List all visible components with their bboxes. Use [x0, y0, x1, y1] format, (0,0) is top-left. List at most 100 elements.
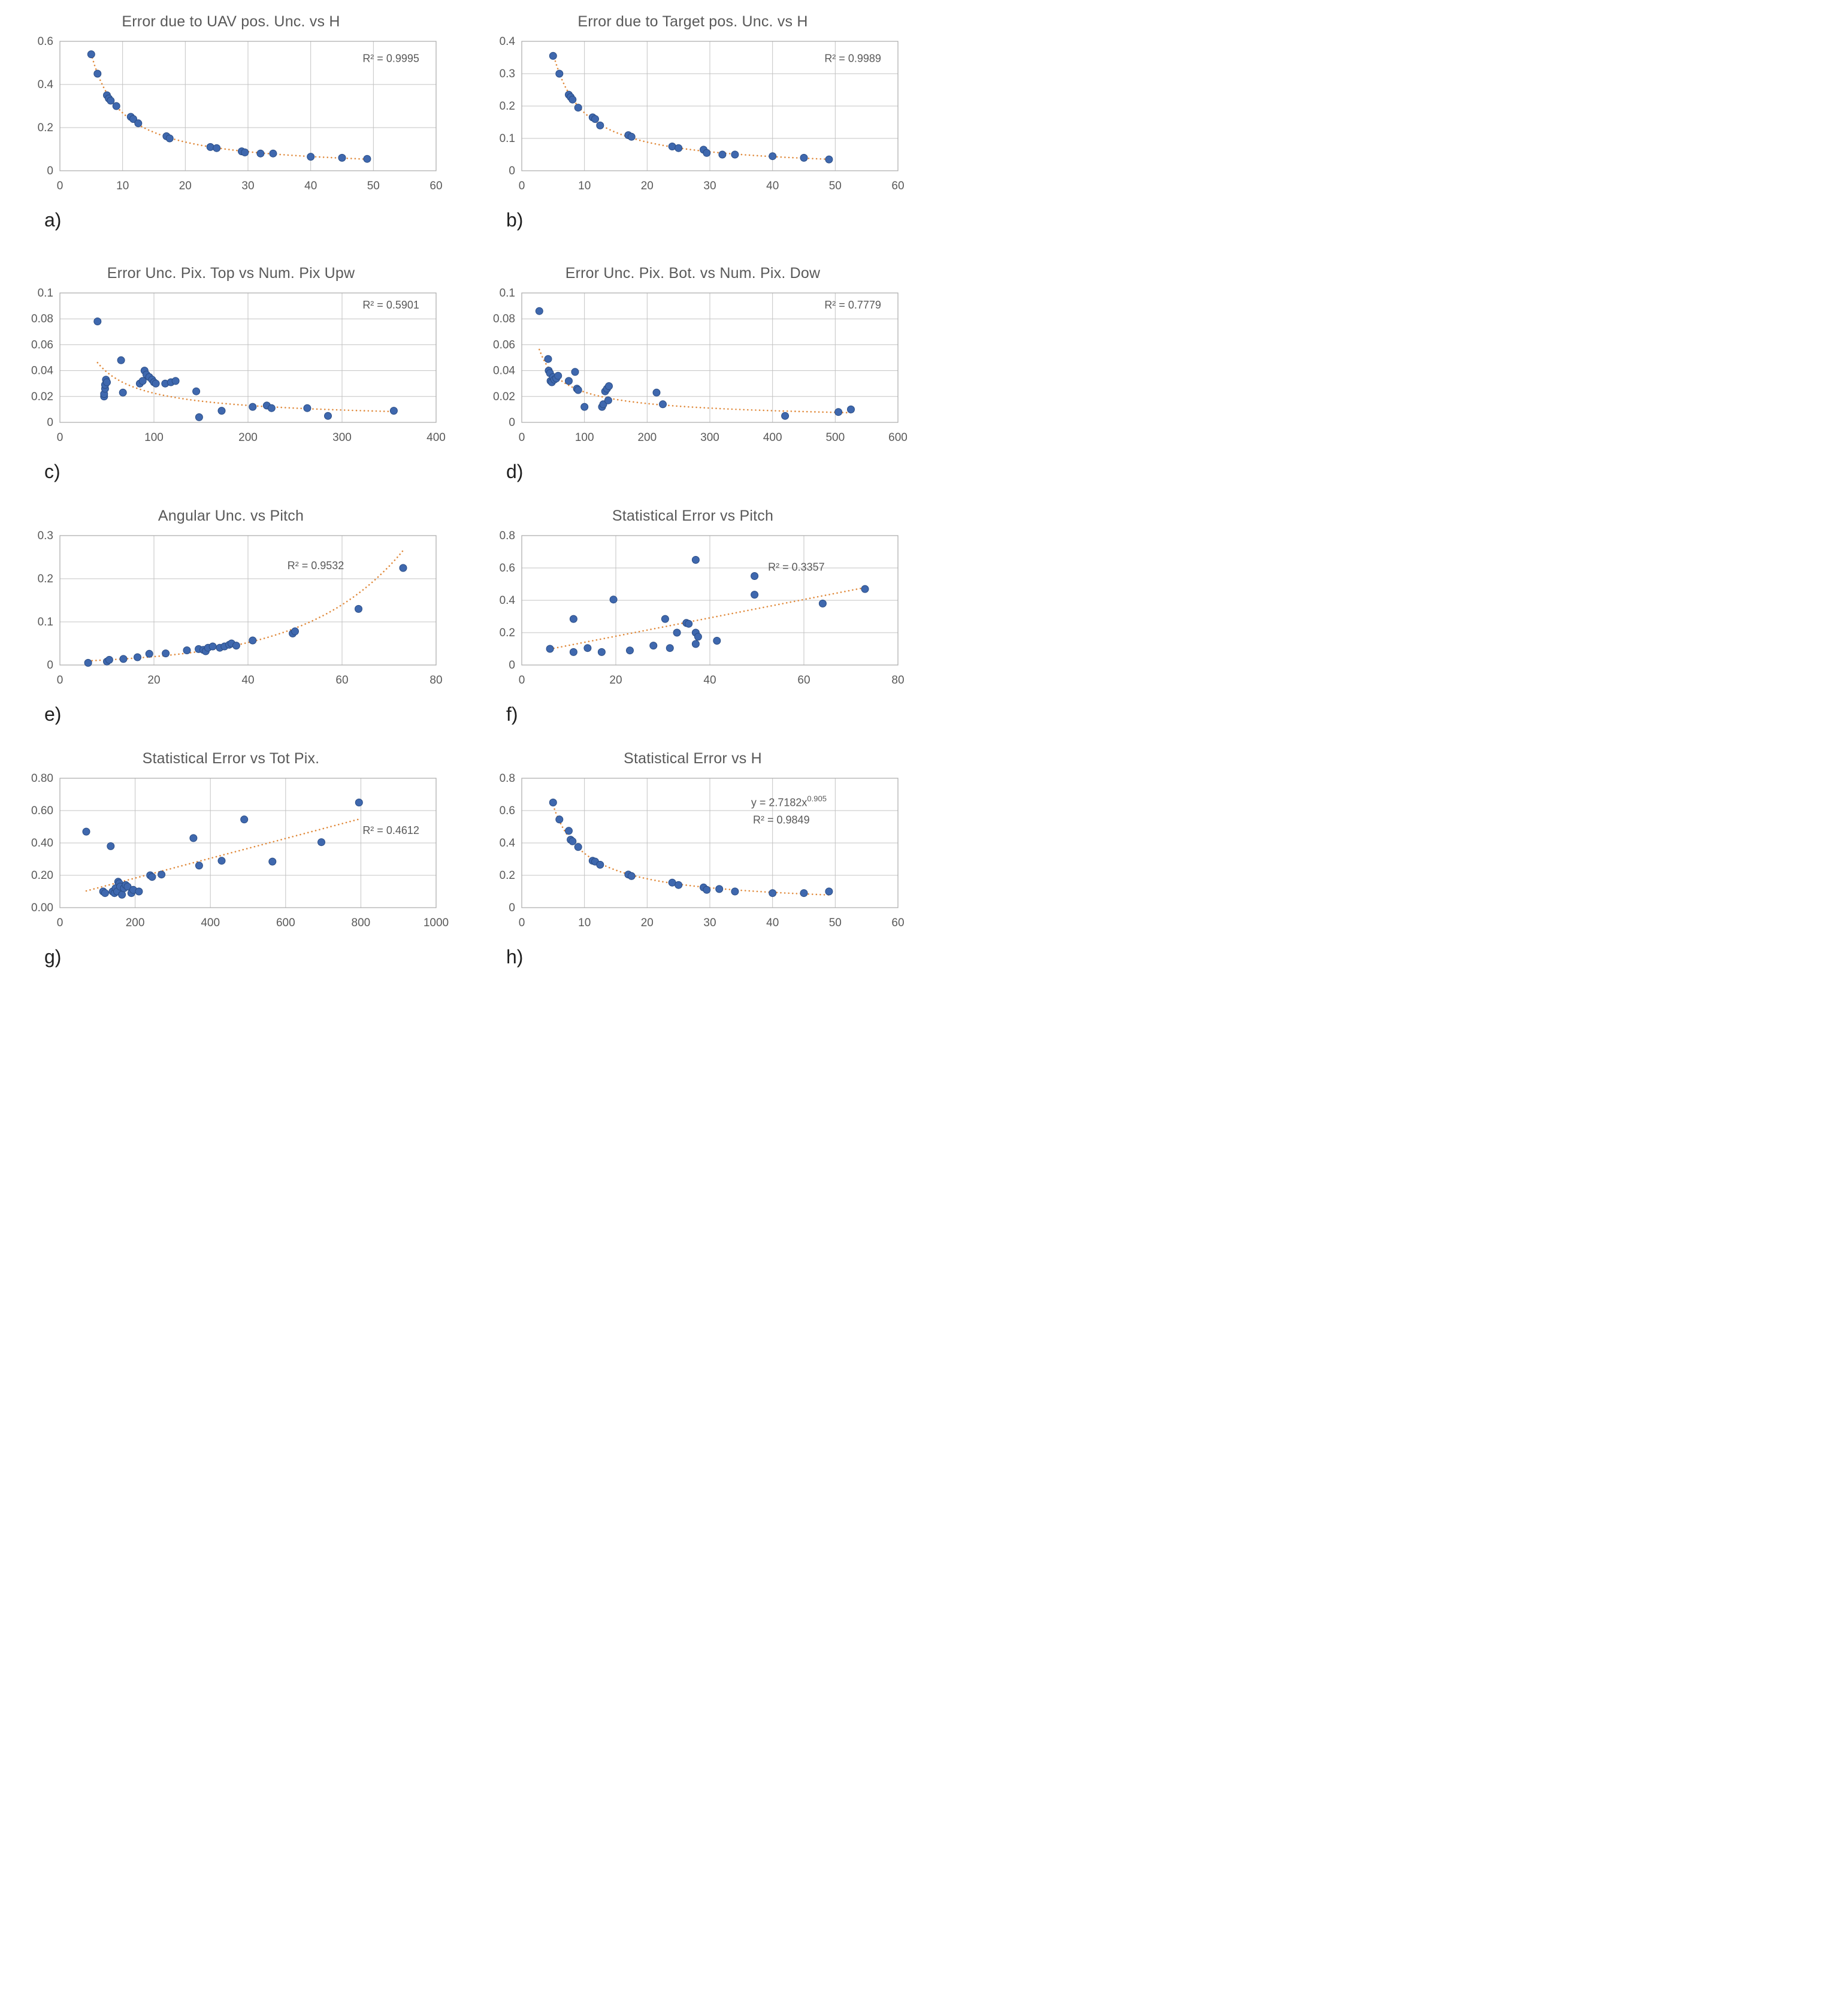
- x-tick-label: 0: [518, 674, 525, 687]
- data-point: [84, 658, 92, 667]
- x-tick-label: 40: [241, 674, 254, 687]
- data-point: [291, 627, 299, 636]
- trendline: [96, 362, 395, 413]
- data-point: [119, 655, 127, 663]
- x-tick-label: 50: [828, 917, 841, 929]
- chart-panel-c: Error Unc. Pix. Top vs Num. Pix Upw 0 100…: [0, 252, 462, 494]
- data-point: [354, 604, 362, 613]
- data-point: [571, 368, 579, 376]
- chart-title: Error Unc. Pix. Bot. vs Num. Pix. Dow: [565, 265, 821, 282]
- data-point: [535, 307, 543, 315]
- data-point: [750, 572, 758, 580]
- x-tick-label: 20: [640, 917, 653, 929]
- data-point: [627, 132, 636, 141]
- data-point: [117, 356, 125, 364]
- trend-equation: y = 2.7182x0.905: [751, 794, 826, 808]
- x-tick-label: 60: [430, 180, 442, 192]
- data-points: [82, 799, 363, 899]
- x-tick-label: 100: [144, 431, 164, 444]
- data-point: [82, 827, 90, 836]
- x-tick-label: 10: [116, 180, 129, 192]
- data-point: [595, 860, 604, 869]
- tick-labels: 0 10 20 30 40 50 60 0 0.2 0.4 0.6 0.8: [499, 772, 904, 929]
- data-point: [568, 95, 576, 104]
- y-tick-label: 0.06: [31, 338, 53, 351]
- x-tick-label: 20: [179, 180, 191, 192]
- data-point: [240, 148, 249, 156]
- data-point: [165, 134, 174, 143]
- x-tick-label: 20: [609, 674, 622, 687]
- y-tick-label: 0.4: [499, 35, 515, 48]
- y-tick-label: 0.40: [31, 837, 53, 850]
- scatter-plot-f: 0 20 40 60 80 0 0.2 0.4 0.6 0.8 R² = 0.3357: [499, 530, 904, 687]
- data-point: [106, 842, 114, 850]
- plot-border: [521, 535, 899, 666]
- data-point: [399, 564, 407, 572]
- x-tick-label: 10: [578, 917, 591, 929]
- data-point: [674, 881, 682, 889]
- y-tick-label: 0: [509, 416, 515, 429]
- data-point: [684, 619, 692, 628]
- data-point: [800, 889, 807, 897]
- data-point: [750, 591, 758, 599]
- gridlines: [521, 535, 898, 666]
- data-point: [609, 596, 618, 604]
- y-tick-label: 0.1: [499, 287, 515, 300]
- data-point: [595, 121, 604, 129]
- chart-title: Statistical Error vs Pitch: [612, 507, 774, 524]
- x-tick-label: 0: [56, 674, 63, 687]
- x-tick-label: 80: [891, 674, 904, 687]
- x-tick-label: 1000: [423, 917, 448, 929]
- data-point: [818, 599, 827, 607]
- y-tick-label: 0.3: [37, 530, 53, 542]
- x-tick-label: 400: [763, 431, 782, 444]
- data-point: [362, 155, 371, 163]
- y-tick-label: 0.02: [493, 391, 515, 403]
- scatter-plot-b: 0 10 20 30 40 50 60 0 0.1 0.2 0.3 0.4 R² = 0.9989: [499, 35, 904, 192]
- y-tick-label: 0.3: [499, 68, 515, 80]
- chart-panel-e: Angular Unc. vs Pitch 0 20 40 60 80 0 0.1 0.2 0.…: [0, 494, 462, 737]
- data-point: [195, 862, 203, 870]
- panel-label: f): [506, 703, 518, 725]
- data-point: [147, 873, 156, 881]
- data-point: [157, 871, 165, 879]
- x-tick-label: 30: [241, 180, 254, 192]
- r2-label: R² = 0.5901: [362, 299, 419, 311]
- data-point: [87, 50, 95, 59]
- data-point: [152, 379, 160, 388]
- panel-label: h): [506, 946, 524, 968]
- y-tick-label: 0.08: [493, 313, 515, 325]
- x-tick-label: 800: [351, 917, 370, 929]
- r2-label: R² = 0.9849: [753, 814, 810, 826]
- x-tick-label: 0: [518, 180, 525, 192]
- x-tick-label: 400: [427, 431, 446, 444]
- data-point: [134, 887, 143, 896]
- data-point: [323, 412, 332, 420]
- data-point: [824, 887, 833, 896]
- y-tick-label: 0.04: [31, 365, 53, 377]
- data-points: [87, 50, 371, 163]
- y-tick-label: 0.1: [37, 287, 53, 300]
- x-tick-label: 200: [238, 431, 258, 444]
- data-point: [718, 150, 726, 159]
- y-tick-label: 0.6: [499, 805, 515, 817]
- y-tick-label: 0.80: [31, 772, 53, 785]
- data-point: [248, 403, 256, 411]
- x-tick-label: 10: [578, 180, 591, 192]
- data-point: [195, 413, 203, 421]
- data-point: [583, 644, 591, 652]
- y-tick-label: 0.2: [499, 100, 515, 113]
- data-points: [535, 307, 855, 420]
- data-point: [134, 119, 142, 128]
- trendline: [538, 349, 852, 414]
- data-point: [580, 403, 588, 411]
- x-tick-label: 100: [574, 431, 594, 444]
- trendline: [85, 818, 360, 892]
- panel-label: a): [44, 209, 62, 231]
- data-points: [93, 318, 398, 421]
- trendline: [552, 53, 830, 161]
- chart-panel-b: Error due to Target pos. Unc. vs H 0 10 20…: [462, 0, 924, 252]
- x-tick-label: 400: [201, 917, 220, 929]
- data-point: [658, 400, 667, 409]
- data-point: [208, 642, 217, 651]
